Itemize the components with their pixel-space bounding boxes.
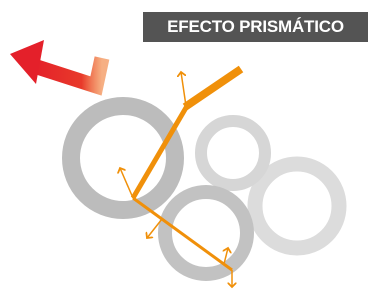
ring xyxy=(165,192,247,274)
ring xyxy=(255,164,339,248)
ring xyxy=(201,121,265,185)
light-ray xyxy=(185,69,241,107)
prism-diagram xyxy=(0,0,368,293)
page: EFECTO PRISMÁTICO (() => { const data = … xyxy=(0,0,368,293)
title-label: EFECTO PRISMÁTICO xyxy=(143,12,368,42)
normal-arrow xyxy=(120,168,133,198)
red-arrow xyxy=(34,58,102,86)
ring xyxy=(71,106,175,210)
normal-arrow xyxy=(181,72,186,106)
red-arrowhead xyxy=(10,40,44,84)
